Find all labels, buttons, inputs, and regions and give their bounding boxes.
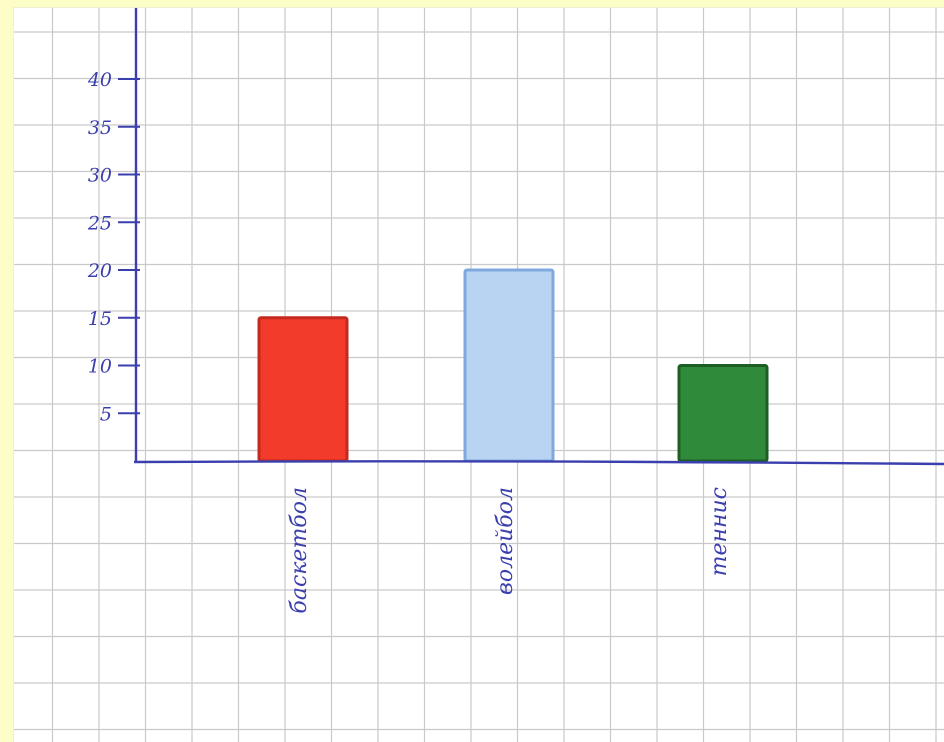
bar-баскетбол [257,316,349,463]
bar-chart: 5 10 15 20 25 30 35 40 баскетбол волейбол теннис [14,8,944,742]
y-tick-label: 10 [88,356,112,378]
y-tick-label: 30 [88,165,112,187]
category-label: баскетбол [287,487,312,614]
labels: 5 10 15 20 25 30 35 40 баскетбол волейбол теннис [87,69,732,614]
graph-paper: 5 10 15 20 25 30 35 40 баскетбол волейбол теннис [14,8,944,742]
grid-lines [14,8,944,742]
y-tick-label: 25 [87,212,112,234]
category-label: теннис [707,487,732,576]
category-label: волейбол [493,487,518,595]
y-tick-label: 20 [87,260,112,282]
axes [118,8,944,466]
x-axis-line [133,460,944,466]
bar-волейбол [463,268,555,463]
y-tick-label: 15 [88,308,112,330]
bars [257,268,769,463]
bar-теннис [677,364,769,463]
category-label-group: баскетбол [287,487,312,614]
y-tick-label: 40 [87,69,112,91]
category-label-group: теннис [707,487,732,576]
category-label-group: волейбол [493,487,518,595]
y-tick-label: 35 [88,117,112,139]
y-tick-label: 5 [100,403,112,425]
